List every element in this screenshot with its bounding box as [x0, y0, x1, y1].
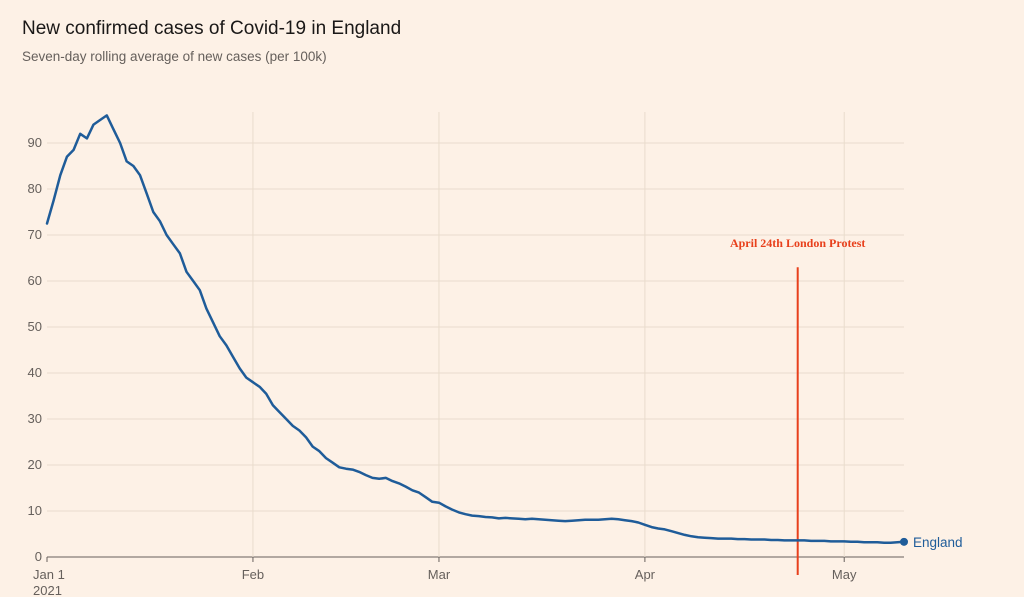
y-tick-label: 80	[28, 181, 42, 196]
y-tick-label: 20	[28, 457, 42, 472]
y-tick-label: 70	[28, 227, 42, 242]
y-tick-label: 10	[28, 503, 42, 518]
x-tick-label: May	[832, 567, 857, 582]
annotations: April 24th London Protest	[730, 236, 865, 575]
series-end-point	[900, 537, 908, 546]
x-tick-label: Mar	[428, 567, 451, 582]
x-tick-label: Jan 1	[33, 567, 65, 582]
x-tick-sublabel: 2021	[33, 583, 62, 597]
y-tick-label: 50	[28, 319, 42, 334]
chart-title: New confirmed cases of Covid-19 in Engla…	[22, 18, 402, 39]
y-tick-label: 30	[28, 411, 42, 426]
series-lines: England	[45, 114, 963, 550]
x-tick-label: Feb	[242, 567, 264, 582]
y-tick-label: 60	[28, 273, 42, 288]
y-tick-label: 40	[28, 365, 42, 380]
chart-subtitle: Seven-day rolling average of new cases (…	[22, 49, 327, 64]
gridlines	[46, 112, 904, 562]
x-tick-label: Apr	[635, 567, 656, 582]
y-tick-label: 90	[28, 135, 42, 150]
series-end-label: England	[913, 535, 963, 550]
series-line-england	[45, 114, 906, 544]
y-tick-label: 0	[35, 549, 42, 564]
annotation-label: April 24th London Protest	[730, 236, 865, 250]
